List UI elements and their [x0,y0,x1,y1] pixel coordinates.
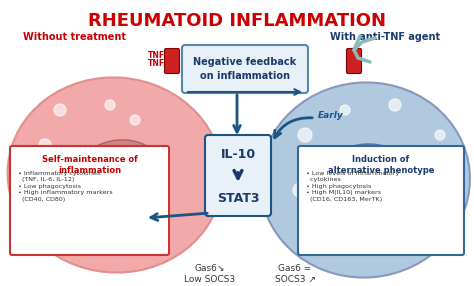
Circle shape [389,99,401,111]
Circle shape [298,128,312,142]
Text: TNF: TNF [148,51,165,59]
Text: Gas6↘
Low SOCS3: Gas6↘ Low SOCS3 [184,264,236,284]
FancyBboxPatch shape [298,146,464,255]
Ellipse shape [260,82,470,277]
Circle shape [419,189,431,201]
Circle shape [17,150,27,160]
Text: IL-10: IL-10 [220,148,255,162]
Text: STAT3: STAT3 [217,192,259,204]
FancyBboxPatch shape [10,146,169,255]
Circle shape [105,100,115,110]
Text: Negative feedback
on inflammation: Negative feedback on inflammation [193,57,297,81]
Text: RHEUMATOID INFLAMMATION: RHEUMATOID INFLAMMATION [88,12,386,30]
Circle shape [110,170,120,180]
Ellipse shape [8,78,222,273]
Ellipse shape [321,144,419,226]
Text: TNFR: TNFR [148,59,171,67]
Circle shape [130,115,140,125]
Text: • Low levels of inflammatory
  cytokines
• High phagocytosis
• High M(IL10) mark: • Low levels of inflammatory cytokines •… [306,171,399,202]
Text: With anti-TNF agent: With anti-TNF agent [330,32,440,42]
Circle shape [364,178,372,186]
Ellipse shape [73,140,167,220]
Circle shape [430,210,440,220]
Circle shape [315,215,325,225]
Circle shape [70,225,80,235]
Circle shape [23,178,37,192]
Circle shape [54,104,66,116]
Circle shape [450,160,460,170]
FancyBboxPatch shape [164,49,180,74]
FancyBboxPatch shape [346,49,362,74]
FancyBboxPatch shape [182,45,308,93]
Text: Without treatment: Without treatment [24,32,127,42]
Text: • Inflammatory cytokines
  (TNF, IL-6, IL-12)
• Low phagocytosis
• High inflamma: • Inflammatory cytokines (TNF, IL-6, IL-… [18,171,113,202]
Text: Early: Early [318,110,344,120]
Circle shape [39,139,51,151]
Circle shape [142,199,154,211]
Text: Induction of
alternative phenotype: Induction of alternative phenotype [328,155,434,175]
Circle shape [435,130,445,140]
Circle shape [135,220,145,230]
Text: Self-maintenance of
inflammation: Self-maintenance of inflammation [42,155,138,175]
Circle shape [340,105,350,115]
FancyBboxPatch shape [205,135,271,216]
Circle shape [293,183,307,197]
Text: Gas6 =
SOCS3 ↗: Gas6 = SOCS3 ↗ [274,264,315,284]
